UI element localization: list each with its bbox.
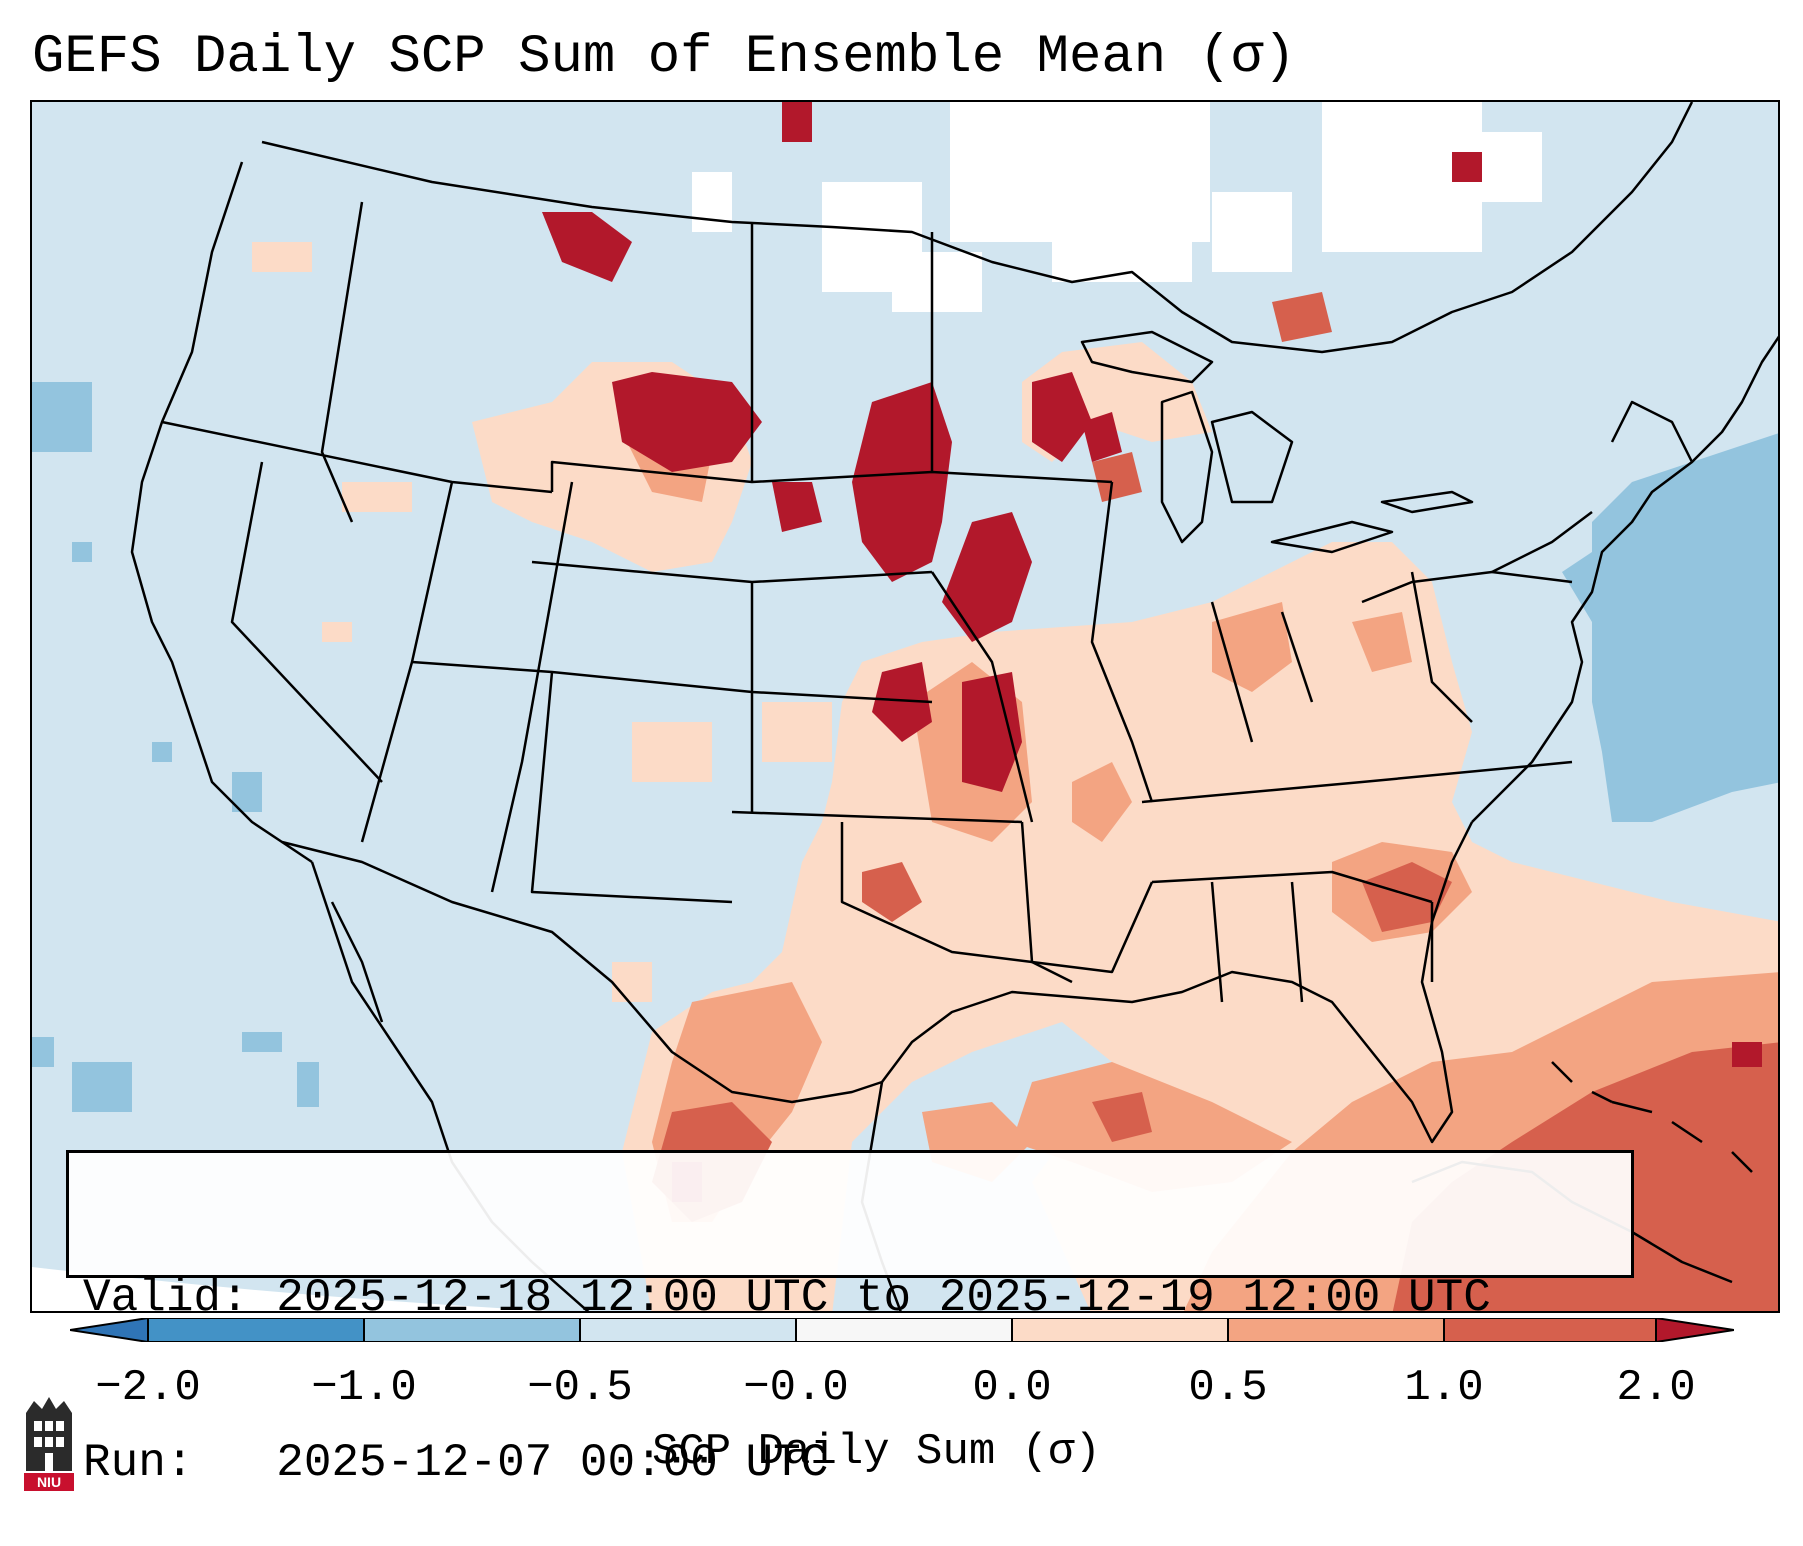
map-title: GEFS Daily SCP Sum of Ensemble Mean (σ) xyxy=(32,27,1296,88)
colorbar-tick-label: 0.5 xyxy=(1188,1363,1268,1413)
colorbar-tick-label: −0.5 xyxy=(527,1363,633,1413)
colorbar-tick-label: −1.0 xyxy=(311,1363,417,1413)
map-canvas xyxy=(32,102,1778,1311)
valid-time-line: Valid: 2025-12-18 12:00 UTC to 2025-12-1… xyxy=(83,1272,1491,1324)
niu-logo-icon: NIU xyxy=(24,1397,74,1491)
colorbar-bin xyxy=(796,1318,1012,1342)
colorbar-bin xyxy=(364,1318,580,1342)
colorbar-bin xyxy=(1228,1318,1444,1342)
colorbar-tick-label: 2.0 xyxy=(1616,1363,1696,1413)
colorbar-label: SCP Daily Sum (σ) xyxy=(652,1427,1101,1477)
logo-text: NIU xyxy=(37,1474,61,1490)
map-panel xyxy=(30,100,1780,1313)
colorbar-tick-label: 1.0 xyxy=(1404,1363,1484,1413)
neutral-patches xyxy=(692,102,1542,312)
colorbar-bin xyxy=(1012,1318,1228,1342)
colorbar-bin xyxy=(580,1318,796,1342)
colorbar-tick-label: 0.0 xyxy=(972,1363,1052,1413)
colorbar-tick-label: −2.0 xyxy=(95,1363,201,1413)
colorbar-bin xyxy=(148,1318,364,1342)
colorbar-extend-high xyxy=(1656,1318,1734,1342)
run-time-line: Run: 2025-12-07 00:00 UTC xyxy=(83,1437,829,1489)
negative-anomaly-region xyxy=(32,382,1778,1112)
colorbar-bin xyxy=(1444,1318,1656,1342)
colorbar-tick-label: −0.0 xyxy=(743,1363,849,1413)
valid-time-info-box: Valid: 2025-12-18 12:00 UTC to 2025-12-1… xyxy=(66,1150,1634,1489)
colorbar xyxy=(70,1318,1734,1342)
map-boundaries xyxy=(130,102,1778,1311)
colorbar-extend-low xyxy=(70,1318,148,1342)
